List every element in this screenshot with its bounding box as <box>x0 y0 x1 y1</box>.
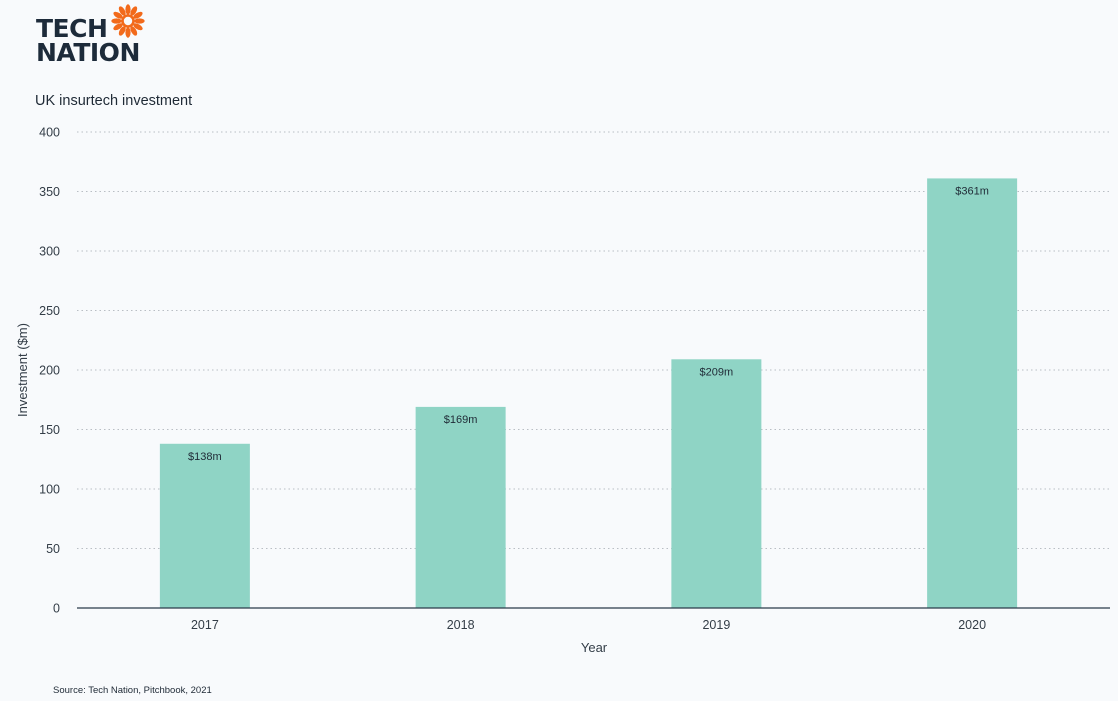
x-tick-label: 2017 <box>191 618 219 632</box>
sun-ray <box>113 11 123 19</box>
bar <box>415 406 506 608</box>
sun-ray <box>130 26 138 36</box>
x-tick-label: 2020 <box>958 618 986 632</box>
y-tick-label: 100 <box>39 483 60 497</box>
y-tick-label: 50 <box>46 542 60 556</box>
y-tick-labels: 0 50 100 150 200 250 300 350 400 <box>39 126 60 616</box>
y-tick-label: 300 <box>39 245 60 259</box>
y-tick-label: 150 <box>39 423 60 437</box>
tech-nation-logo: TECH NATION <box>36 4 166 68</box>
data-label: $361m <box>955 185 989 197</box>
x-tick-label: 2019 <box>702 618 730 632</box>
bars: $138m $169m $209m $361m <box>159 178 1018 608</box>
sun-ray <box>125 27 131 38</box>
y-tick-label: 250 <box>39 304 60 318</box>
x-tick-label: 2018 <box>447 618 475 632</box>
x-tick-labels: 2017 2018 2019 2020 <box>191 618 986 632</box>
sun-ray <box>118 6 126 16</box>
source-note: Source: Tech Nation, Pitchbook, 2021 <box>53 685 212 696</box>
y-tick-label: 200 <box>39 364 60 378</box>
sun-ray <box>113 23 123 31</box>
y-tick-label: 400 <box>39 126 60 140</box>
bar <box>671 359 762 608</box>
data-label: $138m <box>188 451 222 463</box>
y-tick-label: 0 <box>53 602 60 616</box>
sun-ray <box>111 18 122 24</box>
sun-ray <box>133 23 143 31</box>
sun-ray <box>125 4 131 15</box>
x-axis-label: Year <box>581 640 608 655</box>
y-axis-label: Investment ($m) <box>15 323 30 417</box>
y-tick-label: 350 <box>39 185 60 199</box>
sun-icon <box>111 4 145 38</box>
bar <box>159 443 250 608</box>
sun-ray <box>134 18 145 24</box>
sun-ray <box>130 6 138 16</box>
logo-text-tech: TECH <box>36 14 108 43</box>
bar <box>927 178 1018 608</box>
logo-text-nation: NATION <box>36 38 140 67</box>
sun-ray <box>133 11 143 19</box>
chart-title: UK insurtech investment <box>35 93 193 109</box>
sun-ray <box>118 26 126 36</box>
data-label: $209m <box>700 366 734 378</box>
data-label: $169m <box>444 414 478 426</box>
